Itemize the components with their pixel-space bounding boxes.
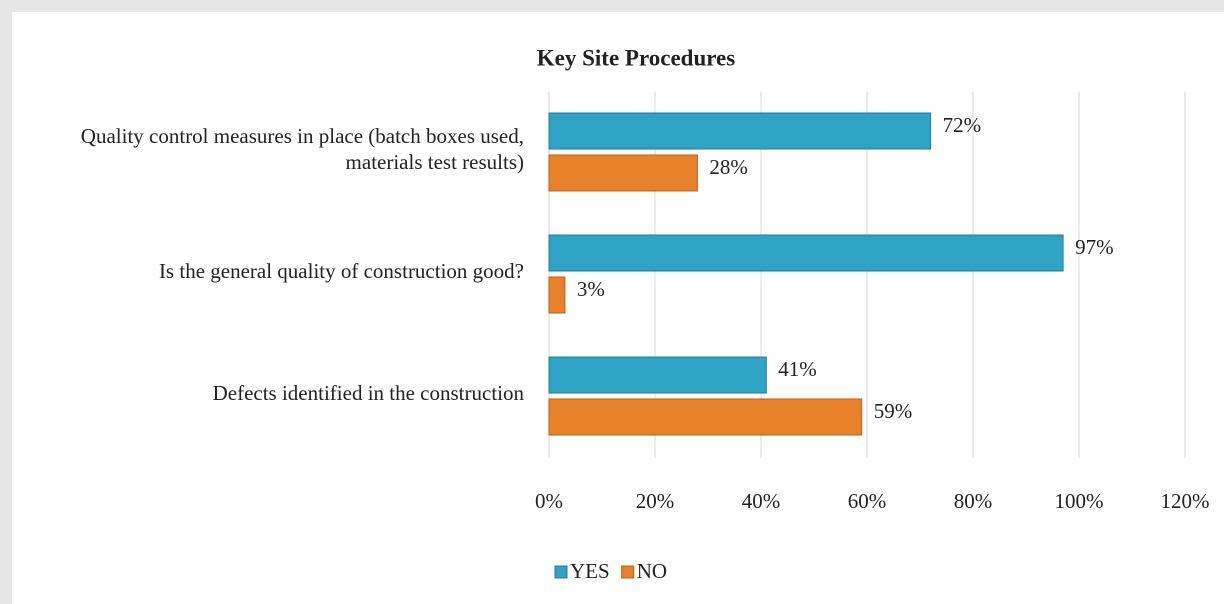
value-label: 59% (874, 399, 913, 423)
legend-label: YES (570, 559, 610, 583)
bar (548, 276, 566, 314)
bar (548, 234, 1064, 272)
chart-area (12, 12, 1224, 604)
value-label: 3% (577, 277, 605, 301)
value-label: 41% (778, 357, 817, 381)
bar (548, 356, 767, 394)
y-tick-label: Is the general quality of construction g… (158, 259, 524, 283)
value-label: 72% (943, 113, 982, 137)
x-tick-label: 0% (535, 489, 563, 513)
value-label: 97% (1075, 235, 1114, 259)
legend-label: NO (637, 559, 667, 583)
x-tick-label: 80% (954, 489, 993, 513)
x-tick-label: 100% (1055, 489, 1104, 513)
bar (548, 398, 863, 436)
legend-swatch (621, 565, 635, 579)
value-label: 28% (709, 155, 748, 179)
legend-swatch (554, 565, 568, 579)
x-tick-label: 60% (848, 489, 887, 513)
chart-title: Key Site Procedures (537, 45, 735, 70)
bar (548, 112, 932, 150)
x-tick-label: 20% (636, 489, 675, 513)
x-tick-label: 120% (1161, 489, 1210, 513)
x-tick-label: 40% (742, 489, 781, 513)
y-tick-label: Quality control measures in place (batch… (80, 124, 524, 174)
bar (548, 154, 698, 192)
y-tick-label: Defects identified in the construction (212, 381, 524, 405)
